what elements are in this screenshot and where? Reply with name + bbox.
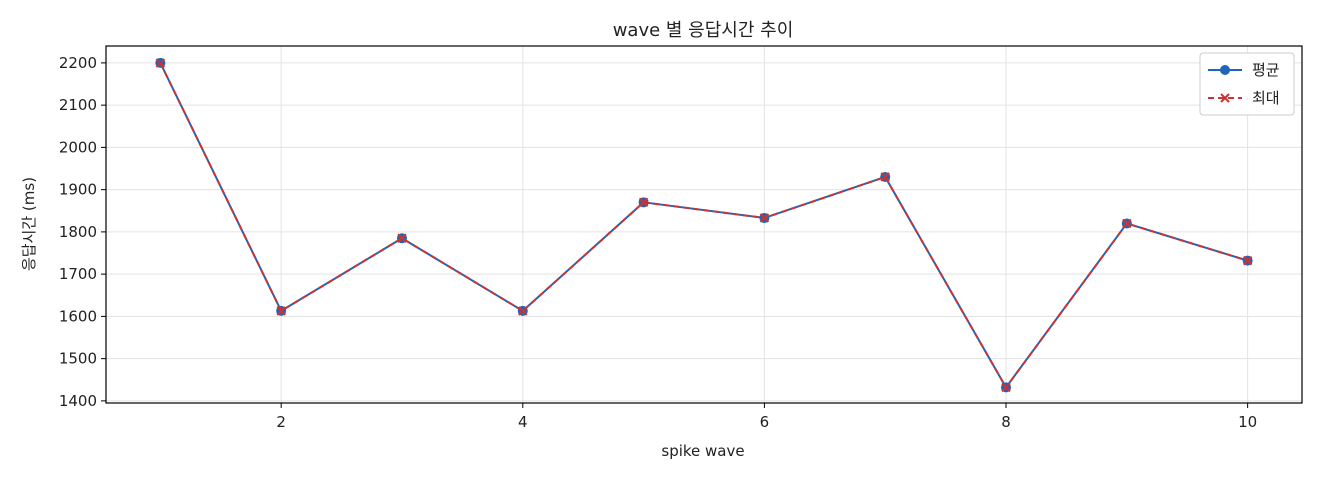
- legend-marker-1: [1220, 93, 1230, 103]
- series-line-0: [159, 62, 1248, 389]
- data-point-stroke: [638, 197, 649, 208]
- data-point: [518, 306, 528, 316]
- series-layer: [155, 57, 1253, 393]
- legend-marker-stroke: [1220, 93, 1230, 103]
- data-point: [638, 197, 649, 208]
- chart-title: wave 별 응답시간 추이: [613, 20, 794, 41]
- series-line-1: [159, 62, 1248, 389]
- x-tick-label: 2: [276, 413, 286, 431]
- y-tick-label: 2100: [59, 96, 97, 114]
- data-point-stroke: [276, 306, 286, 316]
- y-tick-label: 1400: [59, 392, 97, 410]
- plot-frame: [105, 45, 1303, 404]
- y-axis-ticks: 1400 1500 1600 1700 1800 1900 2000 2100 2200: [59, 54, 106, 410]
- data-point-stroke: [155, 58, 166, 68]
- y-axis-label: 응답시간 (ms): [20, 177, 38, 271]
- data-point-stroke: [880, 172, 890, 182]
- y-tick-label: 1500: [59, 350, 97, 368]
- data-point-stroke: [518, 306, 528, 316]
- data-point-stroke: [1001, 382, 1011, 393]
- y-tick-label: 1700: [59, 265, 97, 283]
- data-point-stroke: [1122, 218, 1132, 229]
- data-point: [1242, 255, 1253, 266]
- x-tick-label: 10: [1238, 413, 1257, 431]
- data-point-stroke: [759, 213, 770, 223]
- y-tick-label: 1900: [59, 181, 97, 199]
- data-point: [759, 213, 770, 223]
- data-point: [1122, 218, 1132, 229]
- x-axis-label: spike wave: [661, 442, 744, 460]
- legend-label-0: 평균: [1252, 61, 1280, 79]
- data-point-stroke: [1242, 255, 1253, 266]
- y-tick-label: 2000: [59, 138, 97, 156]
- data-point: [1001, 382, 1011, 393]
- x-tick-label: 4: [518, 413, 528, 431]
- data-point: [155, 58, 166, 68]
- y-tick-label: 1600: [59, 307, 97, 325]
- x-tick-label: 6: [760, 413, 770, 431]
- grid: [106, 46, 1302, 403]
- data-point: [276, 306, 286, 316]
- y-tick-label: 2200: [59, 54, 97, 72]
- legend-marker-0: [1220, 65, 1230, 75]
- data-point: [397, 233, 407, 243]
- data-point-stroke: [397, 233, 407, 243]
- data-point: [880, 172, 890, 182]
- legend-label-1: 최대: [1252, 89, 1280, 107]
- x-axis-ticks: 2 4 6 8 10: [276, 403, 1257, 431]
- legend-box: [1199, 52, 1295, 116]
- x-tick-label: 8: [1001, 413, 1011, 431]
- y-tick-label: 1800: [59, 223, 97, 241]
